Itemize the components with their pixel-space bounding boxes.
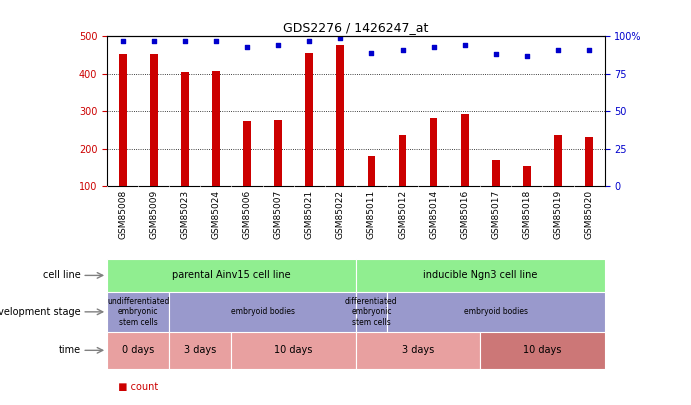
Point: [179, 38, 190, 44]
Bar: [107, 292, 169, 332]
Text: GSM85017: GSM85017: [491, 190, 500, 239]
Text: GSM85016: GSM85016: [460, 190, 469, 239]
Point: [117, 38, 129, 44]
Point: [303, 38, 314, 44]
Text: GSM85021: GSM85021: [305, 190, 314, 239]
Point: [428, 44, 439, 50]
Text: GSM85023: GSM85023: [180, 190, 189, 239]
Text: GSM85009: GSM85009: [149, 190, 158, 239]
Bar: [305, 53, 313, 186]
Point: [366, 50, 377, 56]
Bar: [107, 259, 356, 292]
Text: inducible Ngn3 cell line: inducible Ngn3 cell line: [423, 271, 538, 280]
Bar: [399, 135, 406, 186]
Text: 10 days: 10 days: [274, 345, 313, 355]
Text: GSM85012: GSM85012: [398, 190, 407, 239]
Bar: [430, 118, 437, 186]
Bar: [356, 332, 480, 369]
Text: 3 days: 3 days: [402, 345, 434, 355]
Text: GSM85011: GSM85011: [367, 190, 376, 239]
Text: GSM85006: GSM85006: [243, 190, 252, 239]
Text: GSM85007: GSM85007: [274, 190, 283, 239]
Point: [397, 47, 408, 53]
Bar: [169, 332, 231, 369]
Point: [552, 47, 563, 53]
Point: [272, 42, 283, 49]
Text: GSM85022: GSM85022: [336, 190, 345, 239]
Bar: [356, 292, 387, 332]
Text: 10 days: 10 days: [523, 345, 562, 355]
Point: [242, 44, 253, 50]
Bar: [461, 114, 468, 186]
Bar: [554, 135, 562, 186]
Title: GDS2276 / 1426247_at: GDS2276 / 1426247_at: [283, 21, 428, 34]
Point: [521, 53, 532, 59]
Bar: [480, 332, 605, 369]
Bar: [169, 292, 356, 332]
Bar: [212, 71, 220, 186]
Text: ■ count: ■ count: [112, 382, 158, 392]
Text: embryoid bodies: embryoid bodies: [231, 307, 294, 316]
Bar: [387, 292, 605, 332]
Text: time: time: [59, 345, 81, 355]
Text: GSM85024: GSM85024: [211, 190, 220, 239]
Point: [148, 38, 159, 44]
Text: 0 days: 0 days: [122, 345, 154, 355]
Point: [210, 38, 221, 44]
Bar: [119, 54, 126, 186]
Point: [334, 35, 346, 41]
Point: [491, 51, 502, 58]
Text: undifferentiated
embryonic
stem cells: undifferentiated embryonic stem cells: [107, 297, 169, 327]
Bar: [150, 54, 158, 186]
Bar: [337, 45, 344, 186]
Bar: [356, 259, 605, 292]
Text: 3 days: 3 days: [184, 345, 216, 355]
Text: embryoid bodies: embryoid bodies: [464, 307, 528, 316]
Text: GSM85008: GSM85008: [118, 190, 127, 239]
Bar: [368, 156, 375, 186]
Bar: [181, 72, 189, 186]
Bar: [243, 121, 251, 186]
Text: GSM85019: GSM85019: [553, 190, 562, 239]
Point: [583, 47, 594, 53]
Text: differentiated
embryonic
stem cells: differentiated embryonic stem cells: [345, 297, 398, 327]
Point: [459, 42, 470, 49]
Text: development stage: development stage: [0, 307, 81, 317]
Text: parental Ainv15 cell line: parental Ainv15 cell line: [172, 271, 291, 280]
Text: GSM85018: GSM85018: [522, 190, 531, 239]
Bar: [107, 332, 169, 369]
Bar: [274, 119, 282, 186]
Bar: [492, 160, 500, 186]
Bar: [231, 332, 356, 369]
Text: GSM85020: GSM85020: [585, 190, 594, 239]
Text: cell line: cell line: [43, 271, 81, 280]
Bar: [523, 166, 531, 186]
Text: GSM85014: GSM85014: [429, 190, 438, 239]
Bar: [585, 137, 593, 186]
